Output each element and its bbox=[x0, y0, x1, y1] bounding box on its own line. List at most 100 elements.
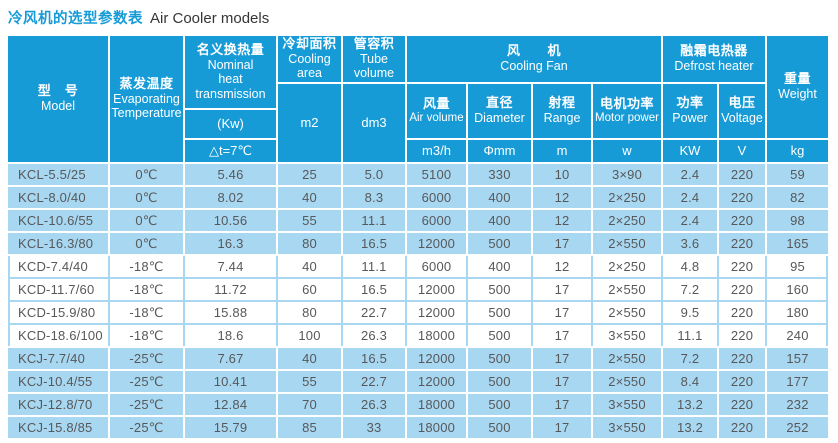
air-cooler-spec-table: 型 号 Model 蒸发温度 Evaporating Temperature 名… bbox=[8, 36, 828, 438]
table-row: KCD-15.9/80 -18℃ 15.88 80 22.7 12000 500 17 2×55… bbox=[8, 302, 828, 323]
cell-range: 17 bbox=[533, 302, 591, 323]
header-heater-kw-unit: KW bbox=[663, 140, 717, 162]
cell-tube-volume: 26.3 bbox=[343, 325, 405, 346]
table-row: KCD-7.4/40 -18℃ 7.44 40 11.1 6000 400 12 2×250 4.… bbox=[8, 256, 828, 277]
cell-evap-temp: -25℃ bbox=[110, 394, 183, 415]
page-title: 冷风机的选型参数表 Air Cooler models bbox=[8, 7, 830, 28]
cell-nominal-kw: 7.67 bbox=[185, 348, 276, 369]
cell-voltage: 220 bbox=[719, 279, 765, 300]
cell-weight: 160 bbox=[767, 279, 828, 300]
cell-nominal-kw: 15.88 bbox=[185, 302, 276, 323]
cell-heater-power: 13.2 bbox=[663, 394, 717, 415]
header-defrost-heater-zh: 融霜电热器 bbox=[680, 43, 748, 59]
header-cooling-area: 冷却面积 Cooling area bbox=[278, 36, 341, 82]
cell-tube-volume: 22.7 bbox=[343, 371, 405, 392]
table-header: 型 号 Model 蒸发温度 Evaporating Temperature 名… bbox=[8, 36, 828, 162]
cell-range: 17 bbox=[533, 348, 591, 369]
header-cooling-area-en: Cooling area bbox=[288, 52, 331, 81]
cell-nominal-kw: 18.6 bbox=[185, 325, 276, 346]
header-heater-power-zh: 功率 bbox=[676, 95, 704, 111]
cell-evap-temp: 0℃ bbox=[110, 187, 183, 208]
cell-cooling-area: 60 bbox=[278, 279, 341, 300]
cell-voltage: 220 bbox=[719, 187, 765, 208]
cell-air-volume: 6000 bbox=[407, 256, 466, 277]
header-tube-volume-en: Tube volume bbox=[353, 52, 395, 81]
cell-diameter: 500 bbox=[468, 233, 531, 254]
cell-evap-temp: -18℃ bbox=[110, 279, 183, 300]
cell-heater-power: 7.2 bbox=[663, 348, 717, 369]
header-voltage-zh: 电压 bbox=[728, 95, 756, 111]
cell-evap-temp: -25℃ bbox=[110, 371, 183, 392]
header-delta-t-unit: △t=7℃ bbox=[185, 140, 276, 162]
cell-diameter: 500 bbox=[468, 417, 531, 438]
cell-diameter: 500 bbox=[468, 325, 531, 346]
table-row: KCD-11.7/60 -18℃ 11.72 60 16.5 12000 500 17 2×55… bbox=[8, 279, 828, 300]
cell-air-volume: 12000 bbox=[407, 371, 466, 392]
header-w-unit-label: w bbox=[622, 142, 632, 158]
cell-cooling-area: 40 bbox=[278, 187, 341, 208]
cell-tube-volume: 11.1 bbox=[343, 256, 405, 277]
cell-cooling-area: 70 bbox=[278, 394, 341, 415]
header-weight-en: Weight bbox=[778, 87, 817, 102]
cell-air-volume: 12000 bbox=[407, 302, 466, 323]
cell-evap-temp: 0℃ bbox=[110, 210, 183, 231]
cell-nominal-kw: 5.46 bbox=[185, 164, 276, 185]
cell-model: KCL-5.5/25 bbox=[8, 164, 108, 185]
cell-range: 12 bbox=[533, 187, 591, 208]
cell-weight: 165 bbox=[767, 233, 828, 254]
cell-heater-power: 3.6 bbox=[663, 233, 717, 254]
page-title-en: Air Cooler models bbox=[150, 10, 270, 27]
cell-voltage: 220 bbox=[719, 164, 765, 185]
cell-nominal-kw: 11.72 bbox=[185, 279, 276, 300]
header-kg-unit: kg bbox=[767, 140, 828, 162]
cell-model: KCJ-10.4/55 bbox=[8, 371, 108, 392]
cell-air-volume: 18000 bbox=[407, 394, 466, 415]
cell-diameter: 400 bbox=[468, 187, 531, 208]
header-range: 射程 Range bbox=[533, 84, 591, 138]
cell-tube-volume: 16.5 bbox=[343, 279, 405, 300]
cell-tube-volume: 16.5 bbox=[343, 233, 405, 254]
cell-motor-power: 2×550 bbox=[593, 233, 661, 254]
header-nominal-heat: 名义换热量 Nominal heat transmission bbox=[185, 36, 276, 108]
cell-diameter: 500 bbox=[468, 302, 531, 323]
header-dm3-unit: dm3 bbox=[343, 84, 405, 162]
cell-cooling-area: 25 bbox=[278, 164, 341, 185]
header-dm3-unit-label: dm3 bbox=[361, 114, 387, 130]
header-nominal-heat-zh: 名义换热量 bbox=[196, 41, 265, 57]
cell-tube-volume: 11.1 bbox=[343, 210, 405, 231]
section-kcl: KCL-5.5/25 0℃ 5.46 25 5.0 5100 330 10 3×90 2.4 220… bbox=[8, 164, 828, 254]
cell-nominal-kw: 12.84 bbox=[185, 394, 276, 415]
cell-evap-temp: -25℃ bbox=[110, 417, 183, 438]
header-evap-temp: 蒸发温度 Evaporating Temperature bbox=[110, 36, 183, 162]
cell-motor-power: 2×250 bbox=[593, 210, 661, 231]
cell-air-volume: 12000 bbox=[407, 348, 466, 369]
cell-motor-power: 2×250 bbox=[593, 256, 661, 277]
cell-weight: 95 bbox=[767, 256, 828, 277]
cell-evap-temp: -18℃ bbox=[110, 325, 183, 346]
table-row: KCJ-12.8/70 -25℃ 12.84 70 26.3 18000 500 17 3×55… bbox=[8, 394, 828, 415]
cell-nominal-kw: 10.56 bbox=[185, 210, 276, 231]
cell-model: KCJ-12.8/70 bbox=[8, 394, 108, 415]
header-air-volume-en: Air volume bbox=[409, 111, 464, 124]
header-weight-zh: 重量 bbox=[783, 71, 811, 87]
header-m2-unit-label: m2 bbox=[300, 114, 319, 130]
header-defrost-heater-group: 融霜电热器 Defrost heater bbox=[663, 36, 765, 82]
cell-weight: 98 bbox=[767, 210, 828, 231]
cell-air-volume: 6000 bbox=[407, 210, 466, 231]
cell-range: 17 bbox=[533, 417, 591, 438]
cell-heater-power: 2.4 bbox=[663, 210, 717, 231]
cell-nominal-kw: 7.44 bbox=[185, 256, 276, 277]
table-row: KCJ-7.7/40 -25℃ 7.67 40 16.5 12000 500 17 2×550 7… bbox=[8, 348, 828, 369]
cell-cooling-area: 55 bbox=[278, 210, 341, 231]
cell-model: KCD-18.6/100 bbox=[8, 325, 108, 346]
cell-diameter: 500 bbox=[468, 371, 531, 392]
table-row: KCJ-10.4/55 -25℃ 10.41 55 22.7 12000 500 17 2×55… bbox=[8, 371, 828, 392]
cell-tube-volume: 8.3 bbox=[343, 187, 405, 208]
cell-heater-power: 2.4 bbox=[663, 164, 717, 185]
header-heater-power-en: Power bbox=[672, 111, 708, 126]
header-tube-volume: 管容积 Tube volume bbox=[343, 36, 405, 82]
header-heater-power: 功率 Power bbox=[663, 84, 717, 138]
header-phi-mm-unit: Φmm bbox=[468, 140, 531, 162]
cell-cooling-area: 55 bbox=[278, 371, 341, 392]
header-m2-unit: m2 bbox=[278, 84, 341, 162]
